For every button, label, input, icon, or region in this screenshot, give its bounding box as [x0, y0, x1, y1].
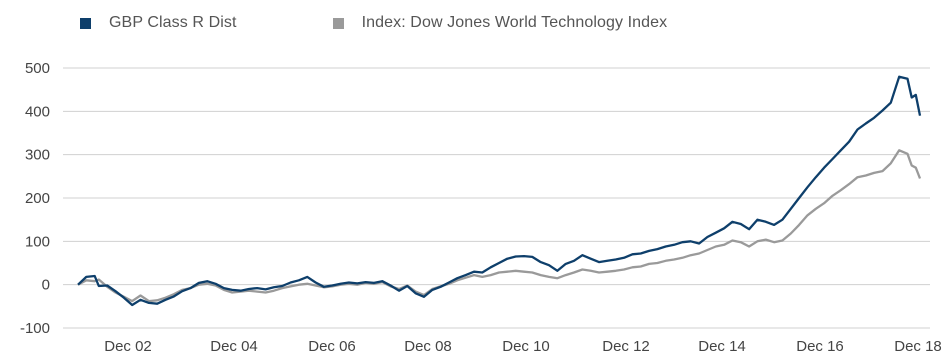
legend-item-index: Index: Dow Jones World Technology Index	[332, 14, 668, 32]
x-tick-label: Dec 12	[602, 338, 650, 353]
x-tick-label: Dec 18	[894, 338, 942, 353]
y-tick-label: -100	[20, 320, 50, 337]
legend-item-fund: GBP Class R Dist	[80, 14, 237, 32]
series-line-fund	[77, 75, 922, 307]
legend-swatch-fund	[80, 17, 91, 29]
series-line-index	[77, 149, 922, 303]
y-tick-labels: 500 400 300 200 100 0 -100	[20, 60, 50, 337]
y-tick-label: 200	[25, 190, 50, 207]
legend-swatch-index	[332, 17, 344, 29]
x-tick-label: Dec 14	[698, 338, 746, 353]
y-tick-label: 0	[42, 277, 50, 294]
x-tick-label: Dec 16	[796, 338, 844, 353]
x-tick-labels: Dec 02 Dec 04 Dec 06 Dec 08 Dec 10 Dec 12 Dec …	[104, 338, 942, 353]
legend: GBP Class R Dist Index: Dow Jones World …	[80, 14, 763, 32]
x-tick-label: Dec 02	[104, 338, 152, 353]
x-tick-label: Dec 06	[308, 338, 356, 353]
y-tick-label: 100	[25, 233, 50, 250]
y-tick-label: 500	[25, 60, 50, 77]
y-tick-label: 300	[25, 147, 50, 164]
series-lines	[77, 75, 922, 307]
legend-label-index: Index: Dow Jones World Technology Index	[361, 14, 668, 31]
x-tick-label: Dec 08	[404, 338, 452, 353]
x-tick-label: Dec 10	[502, 338, 550, 353]
grid-lines	[63, 67, 930, 329]
x-tick-label: Dec 04	[210, 338, 258, 353]
legend-label-fund: GBP Class R Dist	[109, 14, 237, 31]
y-tick-label: 400	[25, 103, 50, 120]
